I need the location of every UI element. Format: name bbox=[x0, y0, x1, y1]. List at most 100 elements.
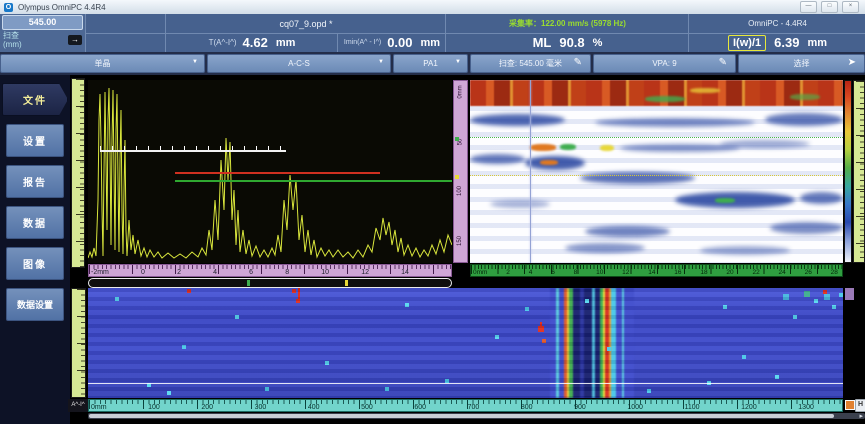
sidebar-item-file[interactable]: 文件 bbox=[2, 83, 68, 116]
reading-iw[interactable]: I(w)/1 6.39 mm bbox=[688, 33, 865, 53]
tick-label: 4 bbox=[213, 268, 217, 277]
bscan-indication bbox=[800, 192, 843, 204]
tick-label: 10 bbox=[596, 268, 603, 278]
acquisition-rate-cell: 采集率：122.00 mm/s (5978 Hz) bbox=[445, 14, 689, 34]
tick-label: 22 bbox=[752, 268, 759, 278]
echo-accent bbox=[540, 160, 558, 165]
sidebar: 文件 设置 报告 数据 图像 数据设置 bbox=[0, 75, 70, 424]
bscan-indication bbox=[490, 200, 550, 208]
scan-position-box[interactable]: 545.00 扫查(mm) → bbox=[0, 14, 85, 52]
scroll-arrow-icon[interactable]: ▸ bbox=[859, 412, 863, 420]
group-dropdown[interactable]: PA1 ▼ bbox=[393, 54, 468, 73]
tick-label: 0 bbox=[141, 268, 145, 277]
reading-imin[interactable]: Imin(A^ - I^) 0.00 mm bbox=[337, 33, 446, 53]
scan-arrow-icon[interactable]: → bbox=[68, 35, 82, 45]
tick-label: 150 bbox=[455, 236, 465, 246]
tick-label: 18 bbox=[700, 268, 707, 278]
bscan-indication bbox=[700, 246, 790, 255]
cscan-view[interactable] bbox=[88, 288, 843, 398]
horizontal-scrollbar[interactable]: ▸ bbox=[88, 413, 865, 419]
tick-label: 500 bbox=[361, 403, 373, 413]
window-title: Olympus OmniPC 4.4R4 bbox=[18, 3, 106, 12]
echo-accent bbox=[715, 198, 735, 203]
ascan-amplitude-ruler bbox=[71, 78, 85, 268]
echo-accent bbox=[645, 96, 685, 102]
selector-green-marker[interactable] bbox=[247, 280, 250, 286]
close-button[interactable]: × bbox=[842, 1, 859, 13]
minimize-button[interactable]: — bbox=[800, 1, 817, 13]
tick-label: 1200 bbox=[741, 403, 757, 413]
tick-label: 26 bbox=[805, 268, 812, 278]
chevron-down-icon: ▼ bbox=[455, 59, 461, 65]
bscan-view[interactable] bbox=[470, 80, 843, 263]
probe-dropdown[interactable]: 单晶 ▼ bbox=[0, 54, 205, 73]
sidebar-item-data-settings[interactable]: 数据设置 bbox=[6, 288, 64, 321]
app-icon: O bbox=[4, 3, 13, 12]
tick-label: 700 bbox=[468, 403, 480, 413]
echo-accent bbox=[600, 145, 614, 151]
pencil-icon[interactable]: ✎ bbox=[574, 57, 582, 68]
tick-label: 1000 bbox=[627, 403, 643, 413]
gate-b-red[interactable] bbox=[175, 172, 380, 174]
reading-ml[interactable]: ML 90.8 % bbox=[445, 33, 689, 53]
tick-label: 4 bbox=[529, 268, 533, 278]
colorbar-scale-ruler bbox=[853, 80, 865, 263]
bscan-indication bbox=[565, 243, 645, 253]
cscan-defect-band bbox=[550, 288, 634, 398]
scan-position-field[interactable]: 扫查: 545.00 毫米 ✎ bbox=[470, 54, 591, 73]
green-dotted-cursor[interactable] bbox=[470, 137, 843, 138]
tick-label: 600 bbox=[414, 403, 426, 413]
cscan-horizontal-cursor[interactable] bbox=[88, 383, 843, 384]
empty-cell bbox=[85, 33, 166, 53]
amplitude-colorbar bbox=[844, 80, 852, 263]
yellow-dotted-cursor[interactable] bbox=[470, 175, 843, 176]
tick-label: 24 bbox=[779, 268, 786, 278]
readings-bar: 545.00 扫查(mm) → cq07_9.opd * 采集率：122.00 … bbox=[0, 14, 865, 52]
selector-yellow-marker[interactable] bbox=[345, 280, 348, 286]
select-button[interactable]: 选择 ➤ bbox=[738, 54, 865, 73]
restore-button[interactable]: □ bbox=[821, 1, 838, 13]
vpa-field[interactable]: VPA: 9 ✎ bbox=[593, 54, 736, 73]
tick-label: 1100 bbox=[685, 403, 700, 413]
bscan-indication bbox=[580, 172, 695, 184]
pencil-icon[interactable]: ✎ bbox=[719, 57, 727, 68]
bscan-x-tick-labels: 0mm246810121416182022242628 bbox=[471, 268, 842, 278]
bscan-y-tick-labels: 0mm50100150 bbox=[454, 81, 467, 262]
tick-label: 0mm bbox=[91, 403, 107, 413]
echo-accent bbox=[560, 144, 576, 150]
cscan-axis-label: A^-I^ bbox=[68, 399, 88, 412]
cscan-x-ruler: 0mm1002003004005006007008009001000110012… bbox=[88, 399, 843, 412]
toolbar: 单晶 ▼ A-C-S ▼ PA1 ▼ 扫查: 545.00 毫米 ✎ VPA: … bbox=[0, 52, 865, 75]
sidebar-item-report[interactable]: 报告 bbox=[6, 165, 64, 198]
bscan-indication bbox=[470, 114, 565, 126]
reading-thickness[interactable]: T(A^-I^) 4.62 mm bbox=[165, 33, 338, 53]
tick-label: 14 bbox=[648, 268, 655, 278]
ascan-x-tick-labels: -2mm02468101214 bbox=[89, 268, 451, 277]
layout-dropdown[interactable]: A-C-S ▼ bbox=[207, 54, 391, 73]
scrollbar-thumb[interactable] bbox=[89, 414, 834, 418]
ruler-yellow-marker bbox=[455, 175, 459, 179]
tick-label: 12 bbox=[361, 268, 369, 277]
iw-selected-box: I(w)/1 bbox=[728, 35, 766, 51]
ascan-range-selector[interactable] bbox=[88, 278, 452, 288]
tick-label: 6 bbox=[551, 268, 555, 278]
sidebar-item-image[interactable]: 图像 bbox=[6, 247, 64, 280]
tick-label: -2mm bbox=[91, 268, 109, 277]
scan-position-label: 扫查(mm) bbox=[3, 31, 22, 49]
ruler-green-marker bbox=[455, 137, 459, 141]
file-name-cell: cq07_9.opd * bbox=[165, 14, 446, 34]
sidebar-item-data[interactable]: 数据 bbox=[6, 206, 64, 239]
sidebar-item-settings[interactable]: 设置 bbox=[6, 124, 64, 157]
ascan-view[interactable] bbox=[88, 80, 452, 263]
tick-label: 2 bbox=[506, 268, 510, 278]
ruler-fragment bbox=[845, 288, 854, 300]
bscan-vertical-cursor[interactable] bbox=[530, 80, 531, 263]
tick-label: 300 bbox=[255, 403, 267, 413]
tick-label: 10 bbox=[321, 268, 329, 277]
echo-accent bbox=[690, 88, 720, 93]
echo-accent bbox=[530, 144, 556, 151]
gate-i-green[interactable] bbox=[175, 180, 452, 182]
acquisition-rate: 采集率：122.00 mm/s (5978 Hz) bbox=[509, 18, 626, 29]
gate-a-white[interactable] bbox=[100, 150, 286, 152]
h-badge[interactable]: H bbox=[855, 399, 865, 412]
